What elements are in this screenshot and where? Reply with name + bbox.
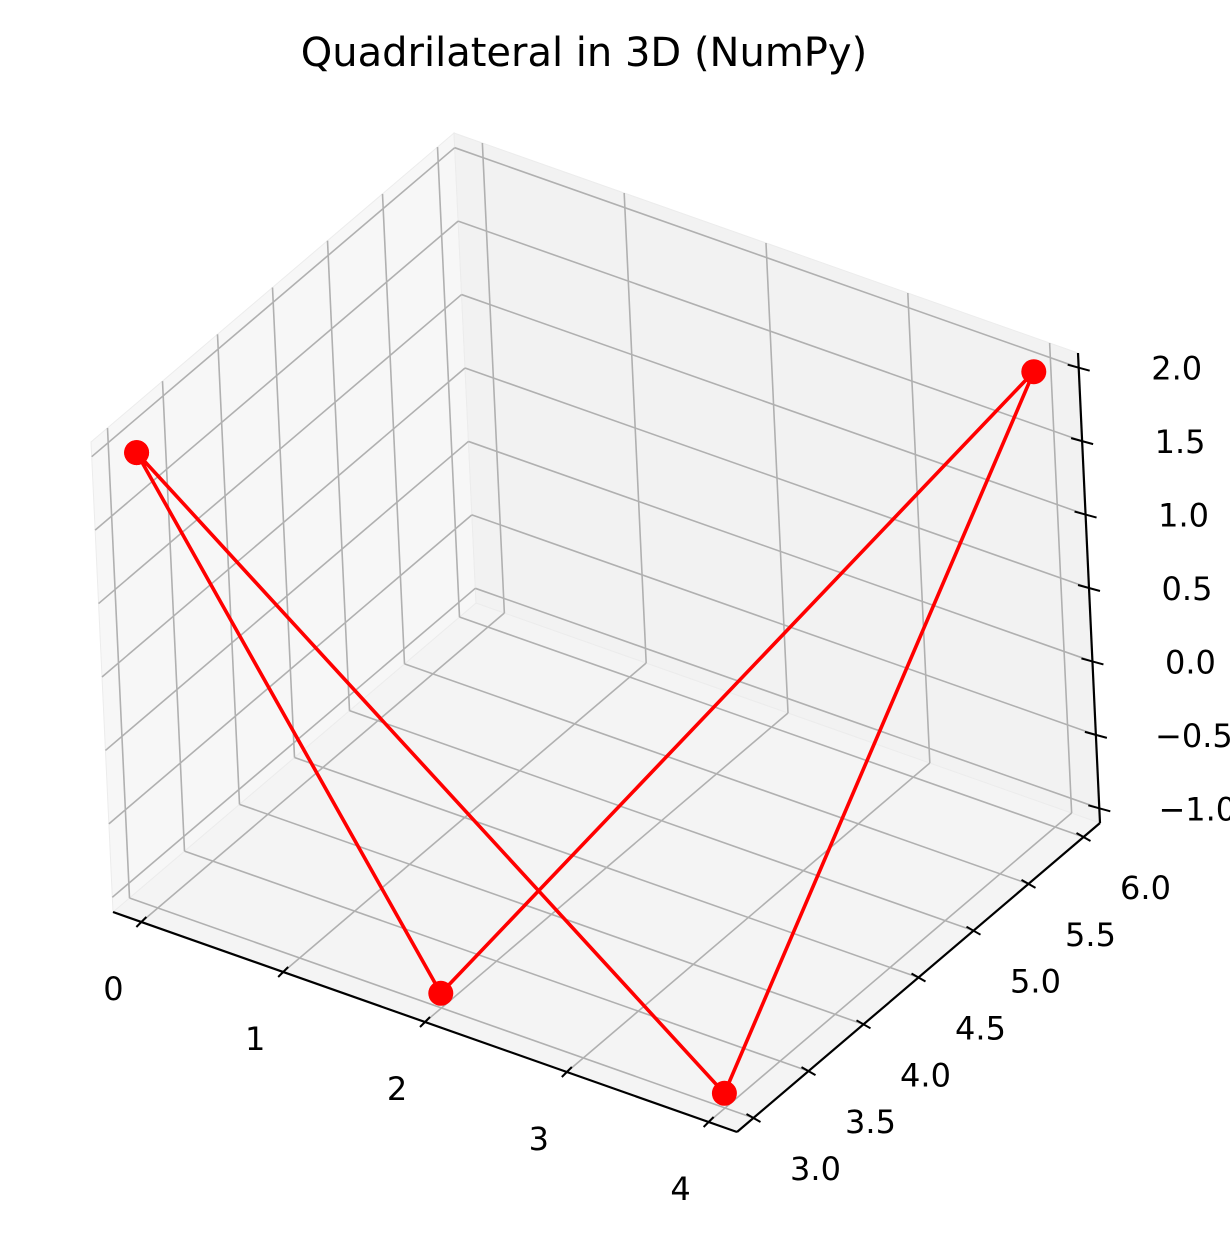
z-tick: [1070, 437, 1094, 446]
grid-line-y-floor: [349, 709, 974, 932]
z-tick-label: 0.5: [1162, 570, 1213, 608]
grid-line-y-floor: [404, 663, 1029, 885]
data-point: [1021, 359, 1047, 385]
x-tick-label: 0: [103, 970, 123, 1008]
grid-line-z-left: [98, 293, 463, 605]
grid-line-y-floor: [129, 897, 754, 1119]
chart-title: Quadrilateral in 3D (NumPy): [301, 30, 867, 76]
x-tick: [561, 1066, 573, 1078]
grid-line-z-left: [108, 514, 473, 825]
grid-line-y-floor: [459, 616, 1084, 838]
x-tick: [419, 1016, 431, 1028]
z-tick-label: 1.0: [1158, 497, 1209, 535]
grid-line-y-floor: [239, 803, 864, 1026]
y-tick: [1076, 832, 1091, 842]
grid-lines: [91, 142, 1100, 1123]
grid-line-z-back: [468, 440, 1093, 663]
grid-line-z-back: [461, 293, 1086, 516]
z-tick: [1088, 804, 1111, 813]
z-tick: [1067, 363, 1090, 372]
data-point: [124, 440, 150, 466]
x-tick-label: 3: [529, 1120, 549, 1158]
grid-line-z-back: [464, 367, 1090, 589]
z-tick-label: 1.5: [1155, 423, 1206, 461]
tick-labels: 0 1 2 3 4 3.03.54.04.55.05.56.0 −1.0 −0.5 0.0 0.5…: [103, 350, 1230, 1208]
tick-marks: [135, 363, 1111, 1128]
y-tick-label: 4.0: [900, 1056, 951, 1094]
x-tick: [277, 966, 289, 978]
axis-panes: [90, 131, 1101, 1133]
x-tick-label: 1: [245, 1020, 265, 1058]
y-tick: [856, 1019, 871, 1030]
z-tick: [1084, 730, 1108, 739]
data-point: [711, 1080, 737, 1106]
grid-line-z-back: [471, 514, 1097, 736]
grid-line-z-left: [94, 220, 459, 531]
y-tick: [746, 1113, 761, 1123]
y-tick: [911, 972, 926, 983]
grid-line-y-floor: [294, 756, 919, 979]
y-tick-label: 6.0: [1120, 869, 1171, 907]
x-tick: [135, 916, 148, 928]
z-tick-label: 2.0: [1151, 350, 1202, 388]
y-tick-label: 3.5: [845, 1103, 896, 1141]
grid-line-z-back: [475, 587, 1100, 810]
z-tick: [1081, 657, 1104, 666]
data-series: [124, 359, 1047, 1106]
x-tick-label: 2: [387, 1070, 407, 1108]
grid-line-z-back: [454, 146, 1079, 369]
z-tick-label: −0.5: [1155, 717, 1230, 755]
z-tick-label: 0.0: [1165, 643, 1216, 681]
grid-line-z-back: [457, 220, 1083, 442]
y-tick-label: 5.0: [1010, 963, 1061, 1001]
grid-line-z-left: [91, 147, 456, 458]
grid-line-z-left: [104, 440, 469, 752]
x-tick: [702, 1116, 715, 1128]
y-tick-label: 4.5: [955, 1010, 1006, 1048]
data-point: [428, 980, 454, 1006]
grid-line-y-floor: [184, 850, 809, 1072]
y-tick-label: 5.5: [1065, 916, 1116, 954]
y-tick-label: 3.0: [790, 1150, 841, 1188]
y-tick: [966, 925, 981, 936]
y-tick: [801, 1066, 816, 1077]
x-tick-label: 4: [670, 1170, 690, 1208]
z-tick: [1074, 510, 1097, 519]
y-tick: [1021, 878, 1036, 889]
grid-line-z-left: [111, 587, 476, 898]
z-tick: [1077, 584, 1101, 592]
grid-line-z-left: [101, 367, 466, 678]
z-tick-label: −1.0: [1158, 790, 1230, 828]
